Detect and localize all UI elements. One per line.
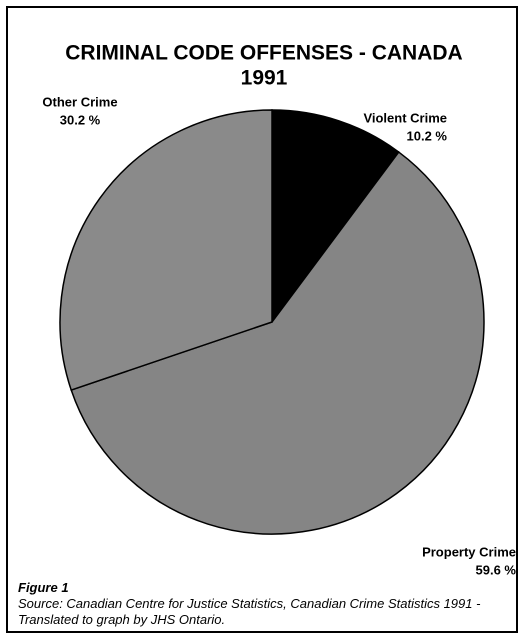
frame: [6, 6, 518, 633]
slice-label: Violent Crime: [363, 110, 447, 125]
slice-label: Property Crime: [422, 544, 516, 559]
pie-slice: [271, 109, 400, 325]
chart-title: CRIMINAL CODE OFFENSES - CANADA: [65, 42, 462, 65]
pie-slice: [70, 151, 485, 535]
footnote: Figure 1 Source: Canadian Centre for Jus…: [18, 580, 498, 628]
slice-value: 10.2 %: [407, 128, 448, 143]
slice-value: 59.6 %: [476, 562, 517, 577]
slice-value: 30.2 %: [60, 112, 101, 127]
pie-slice: [59, 109, 273, 391]
figure-label: Figure 1: [18, 580, 69, 595]
slice-label: Other Crime: [42, 94, 117, 109]
source: Source: Canadian Centre for Justice Stat…: [18, 596, 481, 627]
chart-title: 1991: [241, 67, 288, 90]
